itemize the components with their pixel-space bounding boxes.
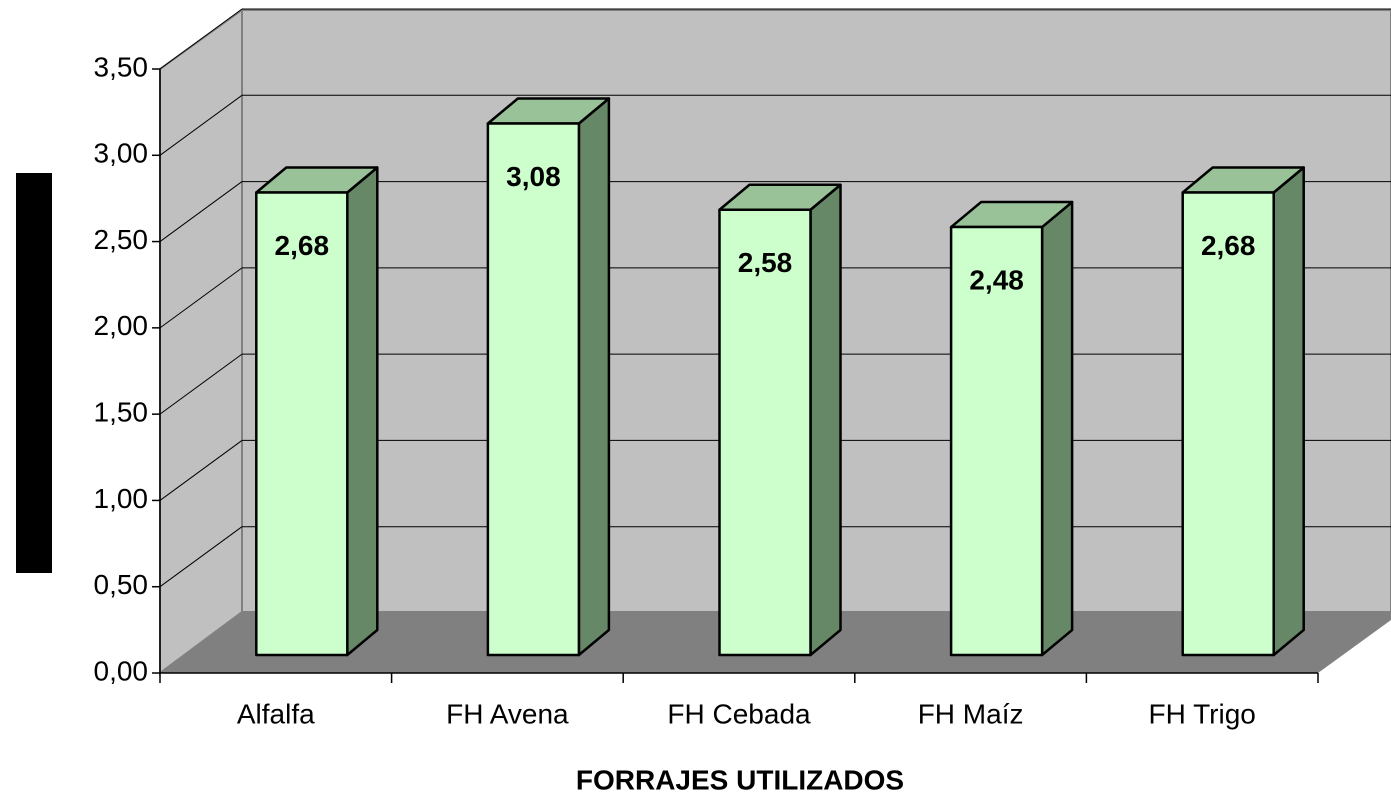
bar-side <box>809 183 842 657</box>
bar <box>949 225 1044 657</box>
x-tick-label: Alfalfa <box>237 698 315 729</box>
y-axis-label-box <box>16 173 52 573</box>
side-wall <box>159 8 243 675</box>
y-tick-label: 3,00 <box>94 138 149 169</box>
bar <box>718 208 812 657</box>
bar-side <box>346 166 379 657</box>
grid-line <box>159 353 243 415</box>
grid-line <box>159 440 243 501</box>
grid-line <box>159 181 243 242</box>
value-label: 3,08 <box>506 161 561 192</box>
x-tick-label: FH Avena <box>446 698 569 729</box>
x-tick-label: FH Trigo <box>1149 698 1256 729</box>
y-tick-label: 1,50 <box>94 397 149 428</box>
bars <box>255 97 1305 657</box>
y-tick-label: 2,50 <box>94 224 149 255</box>
y-tick-label: 0,00 <box>94 655 149 686</box>
bar <box>255 191 349 657</box>
y-tick-label: 3,50 <box>94 51 149 82</box>
x-tick-label: FH Cebada <box>667 698 811 729</box>
grid-line <box>159 8 243 70</box>
grid-line <box>159 267 243 329</box>
x-tick-label: FH Maíz <box>918 698 1024 729</box>
y-tick-label: 0,50 <box>94 569 149 600</box>
bar <box>486 122 581 657</box>
value-label: 2,68 <box>275 230 330 261</box>
y-tick-label: 1,00 <box>94 483 149 514</box>
y-tick-label: 2,00 <box>94 310 149 341</box>
value-label: 2,68 <box>1201 230 1256 261</box>
value-label: 2,58 <box>738 247 793 278</box>
grid-line <box>159 94 243 156</box>
value-label: 2,48 <box>969 264 1024 295</box>
grid-line <box>159 526 243 588</box>
bar <box>1181 191 1275 657</box>
bar-side <box>577 97 611 657</box>
x-axis-title: FORRAJES UTILIZADOS <box>576 764 904 795</box>
bar-side <box>1272 166 1305 657</box>
bar-side <box>1040 200 1074 657</box>
